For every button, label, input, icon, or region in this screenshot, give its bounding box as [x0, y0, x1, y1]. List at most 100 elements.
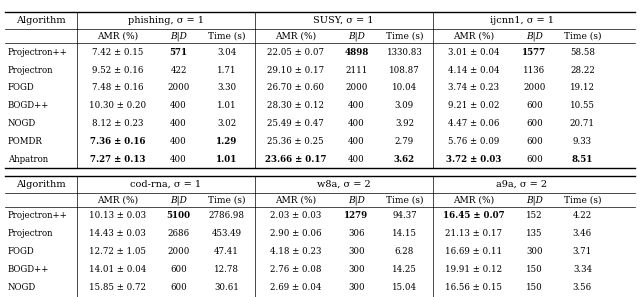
Text: 14.25: 14.25 — [392, 265, 417, 274]
Text: a9a, σ = 2: a9a, σ = 2 — [496, 180, 547, 189]
Text: 14.01 ± 0.04: 14.01 ± 0.04 — [89, 265, 147, 274]
Text: 3.46: 3.46 — [573, 229, 592, 238]
Text: NOGD: NOGD — [8, 119, 36, 128]
Text: 30.61: 30.61 — [214, 283, 239, 292]
Text: 4.18 ± 0.23: 4.18 ± 0.23 — [270, 247, 321, 256]
Text: 4.22: 4.22 — [573, 211, 592, 220]
Text: BOGD++: BOGD++ — [8, 265, 49, 274]
Text: 3.34: 3.34 — [573, 265, 592, 274]
Text: 12.78: 12.78 — [214, 265, 239, 274]
Text: 20.71: 20.71 — [570, 119, 595, 128]
Text: Time (s): Time (s) — [386, 195, 423, 204]
Text: B|D: B|D — [348, 31, 365, 41]
Text: w8a, σ = 2: w8a, σ = 2 — [317, 180, 371, 189]
Text: 2686: 2686 — [168, 229, 189, 238]
Text: phishing, σ = 1: phishing, σ = 1 — [128, 16, 204, 25]
Text: 108.87: 108.87 — [389, 66, 420, 75]
Text: 7.42 ± 0.15: 7.42 ± 0.15 — [92, 48, 143, 57]
Text: 150: 150 — [526, 283, 543, 292]
Text: 14.15: 14.15 — [392, 229, 417, 238]
Text: cod-rna, σ = 1: cod-rna, σ = 1 — [130, 180, 202, 189]
Text: 300: 300 — [348, 265, 365, 274]
Text: 3.92: 3.92 — [395, 119, 414, 128]
Text: 453.49: 453.49 — [211, 229, 242, 238]
Text: 1.29: 1.29 — [216, 137, 237, 146]
Text: 3.01 ± 0.04: 3.01 ± 0.04 — [448, 48, 499, 57]
Text: 571: 571 — [170, 48, 188, 57]
Text: 4.14 ± 0.04: 4.14 ± 0.04 — [448, 66, 499, 75]
Text: 400: 400 — [348, 119, 365, 128]
Text: 21.13 ± 0.17: 21.13 ± 0.17 — [445, 229, 502, 238]
Text: Ahpatron: Ahpatron — [8, 155, 48, 164]
Text: 306: 306 — [348, 229, 365, 238]
Text: 2.79: 2.79 — [395, 137, 414, 146]
Text: 422: 422 — [170, 66, 187, 75]
Text: ijcnn1, σ = 1: ijcnn1, σ = 1 — [490, 16, 554, 25]
Text: SUSY, σ = 1: SUSY, σ = 1 — [314, 16, 374, 25]
Text: 8.12 ± 0.23: 8.12 ± 0.23 — [92, 119, 143, 128]
Text: Time (s): Time (s) — [564, 195, 601, 204]
Text: 16.56 ± 0.15: 16.56 ± 0.15 — [445, 283, 502, 292]
Text: 2111: 2111 — [346, 66, 367, 75]
Text: 28.30 ± 0.12: 28.30 ± 0.12 — [267, 101, 324, 110]
Text: 3.56: 3.56 — [573, 283, 592, 292]
Text: 5.76 ± 0.09: 5.76 ± 0.09 — [448, 137, 499, 146]
Text: 400: 400 — [170, 137, 187, 146]
Text: Projectron++: Projectron++ — [8, 211, 67, 220]
Text: B|D: B|D — [526, 31, 543, 41]
Text: 9.21 ± 0.02: 9.21 ± 0.02 — [448, 101, 499, 110]
Text: Algorithm: Algorithm — [16, 180, 66, 189]
Text: Time (s): Time (s) — [208, 195, 245, 204]
Text: 400: 400 — [170, 101, 187, 110]
Text: 400: 400 — [348, 155, 365, 164]
Text: 2.69 ± 0.04: 2.69 ± 0.04 — [270, 283, 321, 292]
Text: 2.76 ± 0.08: 2.76 ± 0.08 — [270, 265, 321, 274]
Text: 1279: 1279 — [344, 211, 369, 220]
Text: 4.47 ± 0.06: 4.47 ± 0.06 — [448, 119, 499, 128]
Text: 25.36 ± 0.25: 25.36 ± 0.25 — [268, 137, 324, 146]
Text: Time (s): Time (s) — [208, 32, 245, 41]
Text: 16.45 ± 0.07: 16.45 ± 0.07 — [443, 211, 504, 220]
Text: 6.28: 6.28 — [395, 247, 414, 256]
Text: 3.30: 3.30 — [217, 83, 236, 92]
Text: 9.33: 9.33 — [573, 137, 592, 146]
Text: 3.71: 3.71 — [573, 247, 592, 256]
Text: 7.48 ± 0.16: 7.48 ± 0.16 — [92, 83, 143, 92]
Text: 9.52 ± 0.16: 9.52 ± 0.16 — [92, 66, 143, 75]
Text: 19.91 ± 0.12: 19.91 ± 0.12 — [445, 265, 502, 274]
Text: 10.30 ± 0.20: 10.30 ± 0.20 — [89, 101, 147, 110]
Text: 2000: 2000 — [168, 247, 189, 256]
Text: 152: 152 — [526, 211, 543, 220]
Text: 10.13 ± 0.03: 10.13 ± 0.03 — [89, 211, 147, 220]
Text: Algorithm: Algorithm — [16, 16, 66, 25]
Text: BOGD++: BOGD++ — [8, 101, 49, 110]
Text: B|D: B|D — [170, 195, 187, 205]
Text: 3.62: 3.62 — [394, 155, 415, 164]
Text: 47.41: 47.41 — [214, 247, 239, 256]
Text: 1.01: 1.01 — [216, 155, 237, 164]
Text: 2000: 2000 — [346, 83, 367, 92]
Text: 1.01: 1.01 — [217, 101, 236, 110]
Text: 58.58: 58.58 — [570, 48, 595, 57]
Text: Projectron: Projectron — [8, 66, 53, 75]
Text: 26.70 ± 0.60: 26.70 ± 0.60 — [267, 83, 324, 92]
Text: FOGD: FOGD — [8, 83, 35, 92]
Text: AMR (%): AMR (%) — [97, 195, 138, 204]
Text: 15.04: 15.04 — [392, 283, 417, 292]
Text: 300: 300 — [348, 247, 365, 256]
Text: 5100: 5100 — [166, 211, 191, 220]
Text: 600: 600 — [526, 101, 543, 110]
Text: AMR (%): AMR (%) — [275, 32, 316, 41]
Text: Projectron: Projectron — [8, 229, 53, 238]
Text: 25.49 ± 0.47: 25.49 ± 0.47 — [268, 119, 324, 128]
Text: 12.72 ± 1.05: 12.72 ± 1.05 — [89, 247, 147, 256]
Text: AMR (%): AMR (%) — [275, 195, 316, 204]
Text: 400: 400 — [170, 119, 187, 128]
Text: 7.36 ± 0.16: 7.36 ± 0.16 — [90, 137, 145, 146]
Text: 22.05 ± 0.07: 22.05 ± 0.07 — [267, 48, 324, 57]
Text: 3.72 ± 0.03: 3.72 ± 0.03 — [446, 155, 501, 164]
Text: AMR (%): AMR (%) — [453, 32, 494, 41]
Text: 2786.98: 2786.98 — [209, 211, 244, 220]
Text: B|D: B|D — [348, 195, 365, 205]
Text: NOGD: NOGD — [8, 283, 36, 292]
